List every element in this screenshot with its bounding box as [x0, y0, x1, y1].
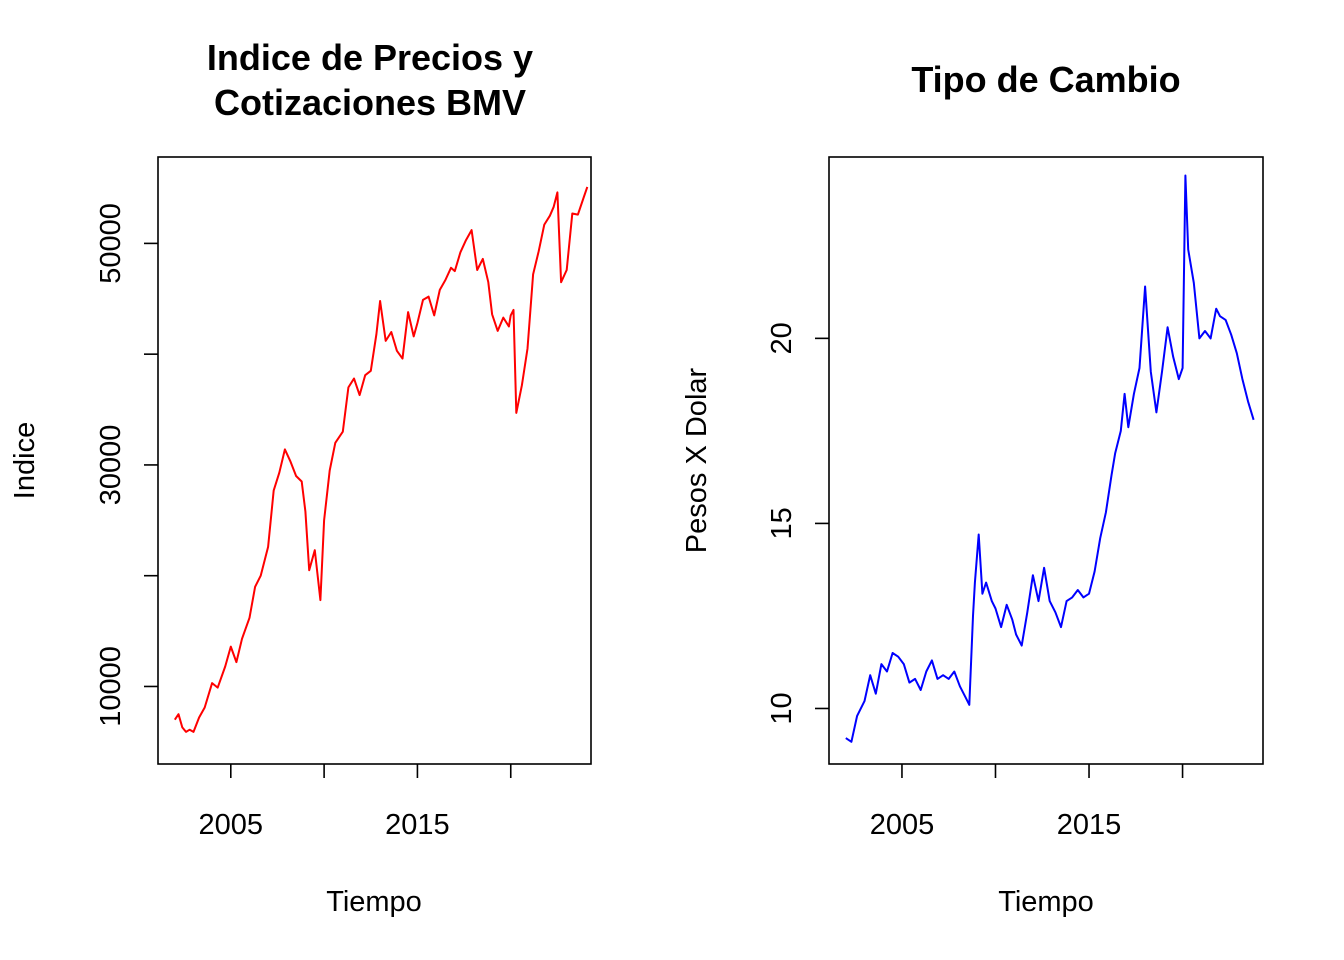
x-axis-label: Tiempo: [326, 886, 422, 918]
y-tick-label: 50000: [95, 203, 127, 284]
y-axis-label: Pesos X Dolar: [681, 367, 713, 553]
y-tick-label: 20: [766, 322, 798, 354]
x-tick-label: 2015: [1057, 809, 1122, 841]
series-line: [173, 186, 589, 733]
x-tick-label: 2015: [385, 809, 450, 841]
y-tick-label: 10: [766, 692, 798, 724]
exchange-rate-chart: Tipo de Cambio 2005 2015 10 15 20 Tiempo Pesos …: [681, 59, 1264, 918]
y-tick-label: 15: [766, 507, 798, 539]
y-tick-label: 30000: [95, 425, 127, 506]
y-axis-label: Indice: [9, 422, 41, 499]
chart-title-line: Cotizaciones BMV: [214, 82, 526, 123]
y-tick-label: 10000: [95, 646, 127, 727]
x-axis-label: Tiempo: [998, 886, 1094, 918]
plot-frame: [828, 156, 1264, 765]
plot-frame: [157, 156, 592, 765]
chart-title-line: Indice de Precios y: [207, 37, 533, 78]
x-tick-label: 2005: [199, 809, 264, 841]
series-line: [845, 174, 1255, 743]
x-tick-label: 2005: [870, 809, 935, 841]
chart-title-line: Tipo de Cambio: [911, 59, 1180, 100]
